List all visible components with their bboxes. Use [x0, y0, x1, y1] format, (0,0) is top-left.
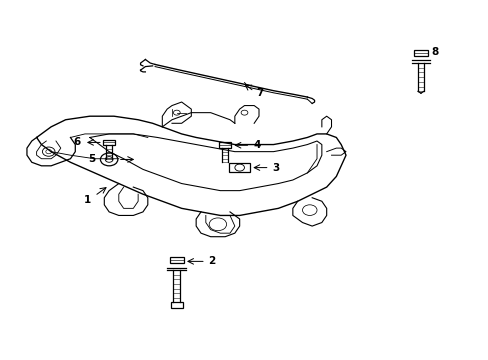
Text: 2: 2: [208, 256, 215, 266]
Text: 5: 5: [88, 154, 95, 165]
Text: 6: 6: [74, 138, 81, 148]
Text: 4: 4: [253, 140, 260, 150]
Text: 3: 3: [272, 163, 279, 172]
Text: 1: 1: [83, 195, 91, 205]
Text: 7: 7: [256, 88, 264, 98]
Text: 8: 8: [431, 48, 438, 57]
